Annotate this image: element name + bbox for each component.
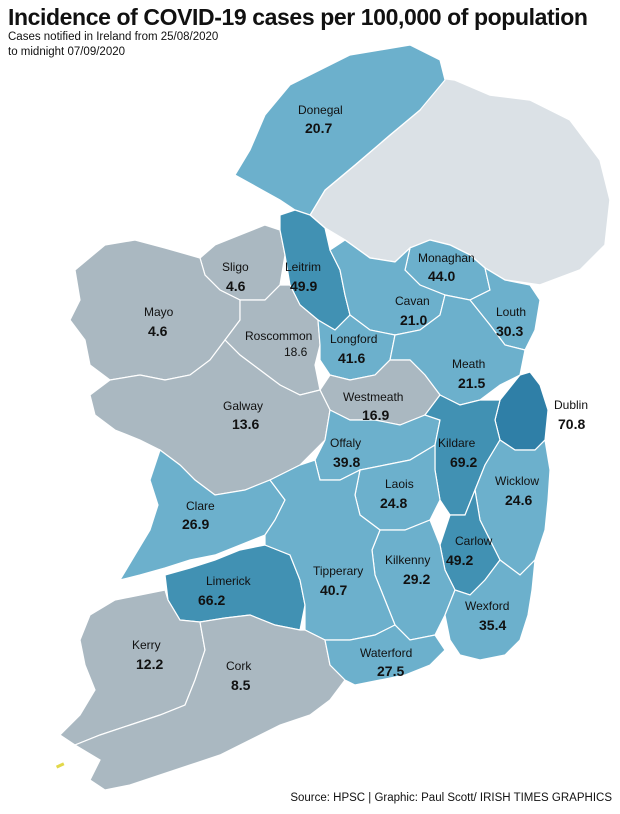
- label-meath-value: 21.5: [458, 375, 485, 391]
- page-subtitle: Cases notified in Ireland from 25/08/202…: [8, 30, 288, 60]
- label-donegal-value: 20.7: [305, 120, 332, 136]
- label-limerick-value: 66.2: [198, 592, 225, 608]
- label-kilkenny-name: Kilkenny: [385, 553, 430, 567]
- county-cork[interactable]: [73, 614, 346, 791]
- label-roscommon-name: Roscommon: [245, 329, 312, 343]
- label-mayo-value: 4.6: [148, 323, 168, 339]
- subtitle-line-1: Cases notified in Ireland from 25/08/202…: [8, 31, 219, 43]
- label-sligo-value: 4.6: [226, 278, 246, 294]
- label-kerry-name: Kerry: [132, 638, 161, 652]
- source-credit: Source: HPSC | Graphic: Paul Scott/ IRIS…: [290, 792, 612, 804]
- label-meath-name: Meath: [452, 357, 485, 371]
- label-carlow-value: 49.2: [446, 552, 473, 568]
- label-louth-name: Louth: [496, 305, 526, 319]
- label-westmeath-value: 16.9: [362, 407, 389, 423]
- label-offaly-name: Offaly: [330, 436, 361, 450]
- label-donegal-name: Donegal: [298, 103, 343, 117]
- label-dublin-value: 70.8: [558, 416, 585, 432]
- label-waterford-name: Waterford: [360, 646, 412, 660]
- label-westmeath-name: Westmeath: [343, 390, 403, 404]
- label-monaghan-name: Monaghan: [418, 251, 475, 265]
- label-kerry-value: 12.2: [136, 656, 163, 672]
- label-kildare-value: 69.2: [450, 454, 477, 470]
- label-waterford-value: 27.5: [377, 663, 404, 679]
- label-laois-value: 24.8: [380, 495, 407, 511]
- county-waterford[interactable]: [324, 624, 446, 686]
- label-kildare-name: Kildare: [438, 436, 476, 450]
- label-wicklow-value: 24.6: [505, 492, 532, 508]
- label-clare-value: 26.9: [182, 516, 209, 532]
- label-mayo-name: Mayo: [144, 305, 174, 319]
- label-roscommon-value: 18.6: [284, 345, 308, 359]
- label-tipperary-value: 40.7: [320, 582, 347, 598]
- label-leitrim-value: 49.9: [290, 278, 317, 294]
- county-labels: Donegal 20.7 Sligo 4.6 Leitrim 49.9 Mona…: [132, 103, 588, 693]
- county-wexford[interactable]: [444, 558, 536, 661]
- label-monaghan-value: 44.0: [428, 268, 455, 284]
- label-carlow-name: Carlow: [455, 534, 493, 548]
- label-cavan-value: 21.0: [400, 312, 427, 328]
- label-longford-name: Longford: [330, 332, 377, 346]
- label-cavan-name: Cavan: [395, 294, 430, 308]
- label-wexford-name: Wexford: [465, 599, 509, 613]
- label-kilkenny-value: 29.2: [403, 571, 430, 587]
- label-limerick-name: Limerick: [206, 574, 252, 588]
- label-cork-name: Cork: [226, 659, 252, 673]
- label-offaly-value: 39.8: [333, 454, 360, 470]
- county-clare[interactable]: [118, 449, 286, 581]
- label-wicklow-name: Wicklow: [495, 474, 539, 488]
- label-galway-value: 13.6: [232, 416, 259, 432]
- label-dublin-name: Dublin: [554, 398, 588, 412]
- label-sligo-name: Sligo: [222, 260, 249, 274]
- label-longford-value: 41.6: [338, 350, 365, 366]
- label-galway-name: Galway: [223, 399, 263, 413]
- page-title: Incidence of COVID-19 cases per 100,000 …: [8, 4, 588, 30]
- label-laois-name: Laois: [385, 477, 414, 491]
- coast-marker: [55, 762, 65, 769]
- subtitle-line-2: to midnight 07/09/2020: [8, 46, 126, 58]
- label-louth-value: 30.3: [496, 323, 523, 339]
- label-wexford-value: 35.4: [479, 617, 506, 633]
- label-cork-value: 8.5: [231, 677, 251, 693]
- label-clare-name: Clare: [186, 499, 215, 513]
- label-leitrim-name: Leitrim: [285, 260, 321, 274]
- label-tipperary-name: Tipperary: [313, 564, 363, 578]
